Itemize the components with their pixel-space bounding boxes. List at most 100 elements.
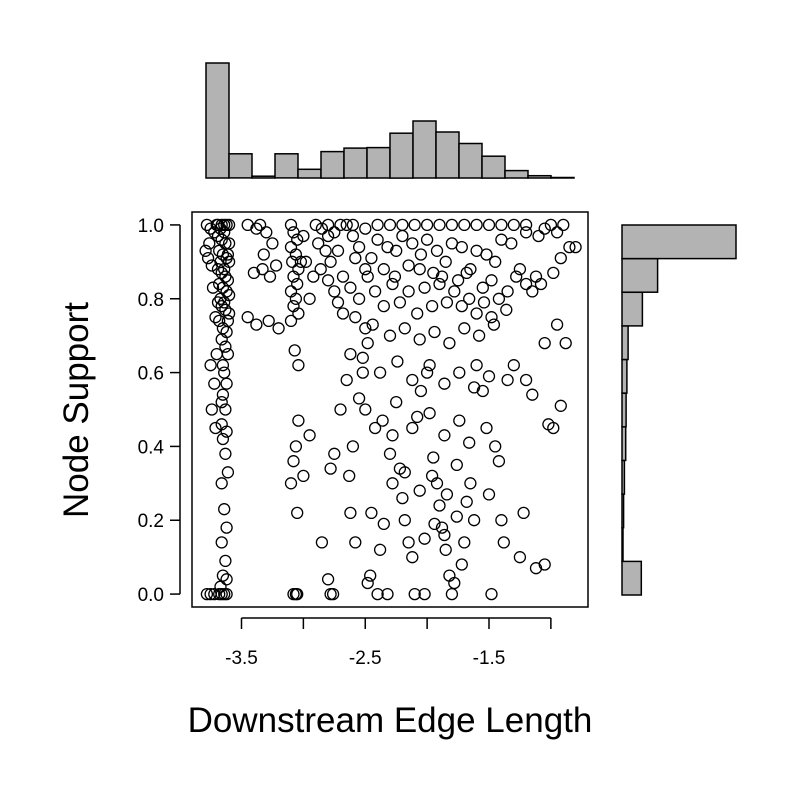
right-hist-bar-3 — [621, 459, 626, 495]
scatter-point-125 — [309, 218, 322, 232]
top-hist-bar-5 — [320, 150, 345, 179]
right-hist-bar-7 — [621, 325, 629, 361]
scatter-point-306 — [428, 517, 441, 531]
scatter-point-266 — [463, 292, 476, 305]
scatter-point-276 — [413, 333, 426, 346]
right-hist-bar-10 — [621, 224, 737, 260]
scatter-point-85 — [266, 237, 279, 250]
scatter-point-66 — [220, 521, 233, 534]
scatter-point-225 — [365, 251, 378, 265]
scatter-point-241 — [464, 263, 477, 276]
scatter-point-14 — [200, 587, 214, 601]
scatter-point-318 — [495, 218, 508, 232]
top-hist-bar-15 — [550, 176, 575, 179]
scatter-point-304 — [450, 458, 463, 472]
scatter-point-69 — [220, 573, 233, 586]
scatter-point-280 — [472, 329, 486, 342]
scatter-point-145 — [346, 440, 360, 453]
scatter-point-73 — [218, 263, 231, 276]
scatter-point-77 — [221, 314, 235, 328]
top-hist-bar-2 — [251, 175, 276, 179]
scatter-point-287 — [438, 377, 451, 390]
scatter-point-53 — [219, 340, 232, 353]
scatter-point-151 — [359, 322, 372, 335]
scatter-point-322 — [381, 240, 394, 254]
scatter-point-84 — [257, 248, 270, 261]
scatter-point-240 — [458, 218, 471, 232]
top-hist-bar-11 — [458, 142, 483, 179]
scatter-point-141 — [326, 587, 340, 601]
scatter-point-61 — [216, 432, 230, 446]
scatter-point-150 — [356, 366, 369, 379]
scatter-point-207 — [550, 318, 564, 331]
scatter-point-255 — [377, 299, 390, 313]
scatter-point-154 — [365, 506, 378, 520]
scatter-point-22 — [216, 569, 230, 582]
scatter-point-227 — [377, 263, 390, 276]
scatter-point-110 — [288, 344, 301, 357]
scatter-point-263 — [440, 296, 454, 309]
x-tick-label-0: -3.5 — [225, 648, 258, 669]
plot-frame — [191, 211, 589, 608]
scatter-point-188 — [480, 421, 493, 435]
scatter-point-78 — [218, 226, 231, 239]
scatter-point-118 — [303, 429, 316, 442]
scatter-point-301 — [413, 484, 426, 497]
scatter-point-297 — [453, 414, 466, 427]
scatter-point-20 — [220, 587, 233, 601]
scatter-point-332 — [435, 270, 449, 283]
scatter-point-262 — [433, 277, 446, 291]
right-hist-bar-5 — [621, 392, 627, 428]
right-hist-bar-8 — [621, 291, 644, 327]
scatter-point-199 — [519, 373, 533, 387]
scatter-point-259 — [411, 307, 424, 320]
scatter-point-87 — [256, 263, 269, 276]
scatter-point-279 — [458, 322, 471, 335]
scatter-point-265 — [455, 299, 468, 313]
scatter-point-101 — [287, 270, 300, 283]
scatter-point-164 — [396, 491, 409, 505]
scatter-point-48 — [222, 307, 236, 320]
scatter-point-256 — [386, 277, 399, 291]
scatter-point-179 — [445, 587, 459, 601]
scatter-point-321 — [349, 251, 362, 265]
y-tick-label-4: 0.8 — [138, 290, 164, 311]
scatter-point-234 — [420, 233, 434, 246]
scatter-point-284 — [391, 355, 404, 368]
scatter-point-155 — [364, 569, 377, 582]
scatter-point-294 — [406, 421, 419, 435]
scatter-point-128 — [312, 237, 325, 250]
scatter-point-86 — [247, 266, 261, 280]
scatter-point-124 — [307, 270, 320, 283]
scatter-point-293 — [390, 395, 403, 409]
scatter-point-298 — [463, 436, 476, 449]
scatter-point-232 — [408, 218, 421, 232]
scatter-point-102 — [291, 277, 304, 291]
scatter-point-206 — [559, 336, 572, 350]
scatter-point-311 — [334, 218, 347, 232]
scatter-point-91 — [250, 318, 263, 331]
scatter-point-45 — [211, 296, 225, 309]
scatter-point-93 — [272, 322, 285, 335]
scatter-point-62 — [219, 447, 232, 460]
scatter-point-248 — [507, 218, 520, 232]
scatter-point-111 — [292, 359, 305, 372]
scatter-point-74 — [221, 248, 235, 261]
scatter-point-291 — [359, 403, 372, 416]
scatter-point-117 — [292, 414, 305, 427]
scatter-point-254 — [368, 285, 382, 298]
scatter-point-226 — [371, 233, 384, 246]
scatter-point-67 — [215, 536, 228, 549]
x-axis: -3.5 -2.5 -1.5 — [225, 617, 552, 669]
scatter-point-7 — [203, 237, 216, 250]
scatter-point-159 — [373, 543, 387, 556]
top-hist-bar-1 — [228, 153, 253, 179]
scatter-point-133 — [328, 285, 341, 298]
right-hist-bar-2 — [621, 493, 625, 529]
scatter-point-214 — [544, 218, 558, 232]
y-tick-label-0: 0.0 — [138, 585, 164, 606]
scatter-point-157 — [371, 587, 384, 601]
scatter-point-49 — [213, 314, 226, 328]
scatter-point-46 — [215, 299, 228, 313]
